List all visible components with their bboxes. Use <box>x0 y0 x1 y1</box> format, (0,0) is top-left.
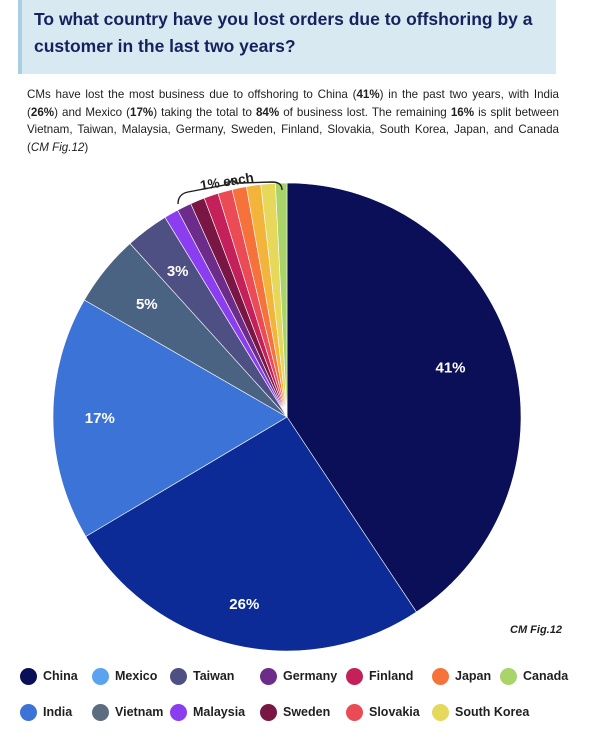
pie-slices <box>52 182 522 652</box>
pie-chart: 41%26%17%5%3% 1% each <box>52 170 522 652</box>
legend-swatch-taiwan <box>170 667 187 685</box>
pie-label-china: 41% <box>435 360 465 377</box>
figure-reference: CM Fig.12 <box>510 624 562 636</box>
pie-slice-india <box>85 416 417 652</box>
legend-swatch-mexico <box>92 667 109 685</box>
legend-item-china: China <box>20 666 78 686</box>
legend-item-mexico: Mexico <box>92 666 157 686</box>
legend-item-taiwan: Taiwan <box>170 666 234 686</box>
intro-bold-4: 84% <box>255 105 280 119</box>
chart-legend: China Mexico Taiwan Germany Finland Japan Cana… <box>20 666 590 738</box>
intro-bold-5: 16% <box>450 105 475 119</box>
pie-labels: 41% 26% 17% 5% 3% <box>85 263 466 613</box>
intro-text-6: is split between Vietnam, Taiwan, Malays… <box>27 105 559 154</box>
legend-label-canada: Canada <box>523 669 569 683</box>
legend-item-germany: Germany <box>260 666 337 686</box>
legend-label-vietnam: Vietnam <box>115 705 164 719</box>
intro-text-2: ) in the past two years, with India ( <box>27 88 559 119</box>
legend-label-taiwan: Taiwan <box>193 669 235 683</box>
legend-item-sweden: Sweden <box>260 702 330 722</box>
intro-bold-2: 26% <box>30 105 55 119</box>
legend-item-finland: Finland <box>346 666 413 686</box>
legend-label-india: India <box>43 705 73 719</box>
question-title: To what country have you lost orders due… <box>34 9 533 56</box>
legend-item-slovakia: Slovakia <box>346 702 420 722</box>
pie-slice-mexico <box>52 299 288 537</box>
pie-label-taiwan: 3% <box>167 263 189 280</box>
legend-row-1: China Mexico Taiwan Germany Finland Japan Cana… <box>20 666 590 702</box>
legend-label-japan: Japan <box>455 669 492 683</box>
legend-label-slovakia: Slovakia <box>369 705 420 719</box>
legend-swatch-india <box>20 703 37 721</box>
intro-text-7: ) <box>84 140 89 154</box>
intro-fig-ref: CM Fig.12 <box>30 140 85 154</box>
legend-item-vietnam: Vietnam <box>92 702 163 722</box>
pie-label-vietnam: 5% <box>136 296 158 313</box>
legend-item-india: India <box>20 702 72 722</box>
legend-label-finland: Finland <box>369 669 414 683</box>
legend-item-japan: Japan <box>432 666 491 686</box>
legend-label-germany: Germany <box>283 669 338 683</box>
legend-swatch-china <box>20 667 37 685</box>
legend-item-malaysia: Malaysia <box>170 702 245 722</box>
legend-label-malaysia: Malaysia <box>193 705 246 719</box>
legend-swatch-germany <box>260 667 277 685</box>
legend-swatch-vietnam <box>92 703 109 721</box>
legend-swatch-finland <box>346 667 363 685</box>
question-header-box <box>18 0 556 74</box>
intro-bold-3: 17% <box>130 105 154 119</box>
intro-paragraph: CMs have lost the most business due to o… <box>27 86 559 156</box>
legend-label-china: China <box>43 669 78 683</box>
one-percent-bracket <box>177 177 283 205</box>
legend-item-south-korea: South Korea <box>432 702 529 722</box>
intro-text-4: ) taking the total to <box>153 105 256 119</box>
legend-label-south-korea: South Korea <box>455 705 530 719</box>
legend-swatch-malaysia <box>170 703 187 721</box>
intro-text-5: of business lost. The remaining <box>279 105 451 119</box>
legend-swatch-sweden <box>260 703 277 721</box>
legend-label-mexico: Mexico <box>115 669 158 683</box>
legend-swatch-slovakia <box>346 703 363 721</box>
pie-slice-other <box>275 182 288 418</box>
legend-swatch-canada <box>500 667 517 685</box>
legend-label-sweden: Sweden <box>283 705 331 719</box>
intro-text-3: ) and Mexico ( <box>54 105 131 119</box>
legend-row-2: India Vietnam Malaysia Sweden Slovakia South … <box>20 702 590 738</box>
legend-item-canada: Canada <box>500 666 568 686</box>
legend-swatch-south-korea <box>432 703 449 721</box>
legend-swatch-japan <box>432 667 449 685</box>
pie-label-mexico: 17% <box>85 410 115 427</box>
intro-bold-1: 41% <box>356 88 380 101</box>
pie-label-india: 26% <box>229 596 259 613</box>
intro-text-1: CMs have lost the most business due to o… <box>27 88 357 101</box>
